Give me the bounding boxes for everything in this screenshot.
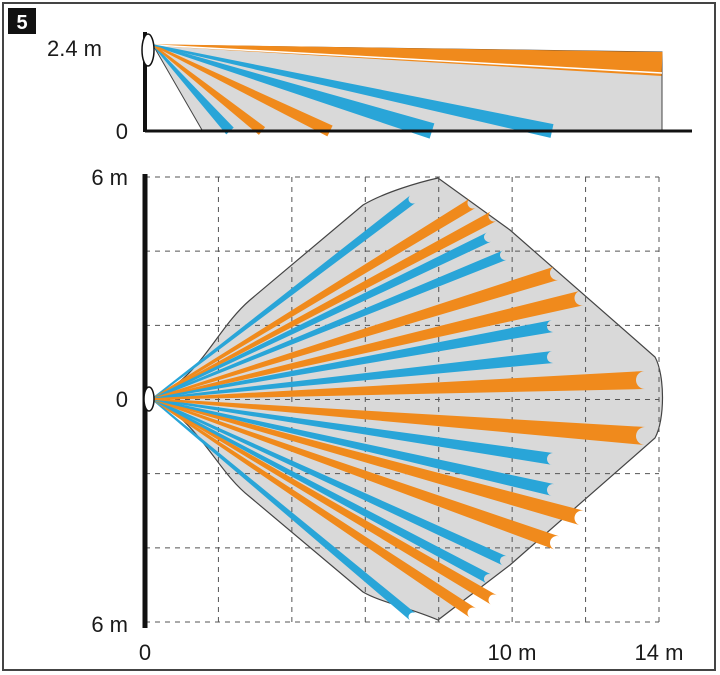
- side-view-beam-separator: [152, 44, 663, 74]
- side-view-beam: [152, 44, 234, 135]
- side-view-floor-label: 0: [116, 119, 128, 144]
- top-view-beam: [151, 232, 492, 400]
- top-view-beam: [151, 198, 476, 400]
- x-axis-zero-label: 0: [139, 640, 151, 665]
- top-view-beam: [151, 320, 555, 400]
- top-view-beam: [151, 398, 560, 550]
- x-axis-far-label: 14 m: [635, 640, 684, 665]
- top-view-beam: [151, 398, 492, 584]
- figure-number: 5: [16, 12, 27, 34]
- top-view-beam: [151, 398, 508, 566]
- top-view-beam: [151, 398, 554, 465]
- top-view-beam: [151, 290, 584, 400]
- top-view-beam: [151, 351, 554, 400]
- figure-number-badge: [8, 8, 36, 34]
- side-view: 2.4 m 0: [47, 32, 692, 144]
- top-view-beam: [151, 371, 646, 400]
- side-view-beams: [152, 44, 663, 139]
- top-view-beam: [151, 211, 497, 400]
- side-view-beam: [152, 44, 554, 138]
- side-view-beam: [152, 44, 435, 139]
- top-view-beam: [151, 398, 497, 605]
- side-view-beam: [152, 44, 266, 135]
- top-view: 6 m 0 6 m 0 10 m 14 m: [91, 165, 683, 665]
- top-view-beam: [151, 266, 560, 400]
- top-view-beams: [151, 195, 646, 621]
- top-view-beam: [151, 398, 416, 621]
- top-view-beam: [151, 250, 507, 400]
- y-axis-zero-label: 0: [116, 387, 128, 412]
- x-axis-mid-label: 10 m: [488, 640, 537, 665]
- side-view-height-label: 2.4 m: [47, 36, 102, 61]
- y-axis-bottom-label: 6 m: [91, 612, 128, 637]
- y-axis-top-label: 6 m: [91, 165, 128, 190]
- top-view-beam: [151, 398, 646, 445]
- top-view-beam: [151, 398, 477, 618]
- top-view-beam: [151, 195, 416, 400]
- side-view-sensor: [141, 33, 155, 67]
- top-view-sensor: [143, 386, 155, 412]
- side-view-beam: [152, 44, 333, 137]
- top-view-beam: [151, 398, 585, 526]
- top-view-beam: [151, 398, 555, 496]
